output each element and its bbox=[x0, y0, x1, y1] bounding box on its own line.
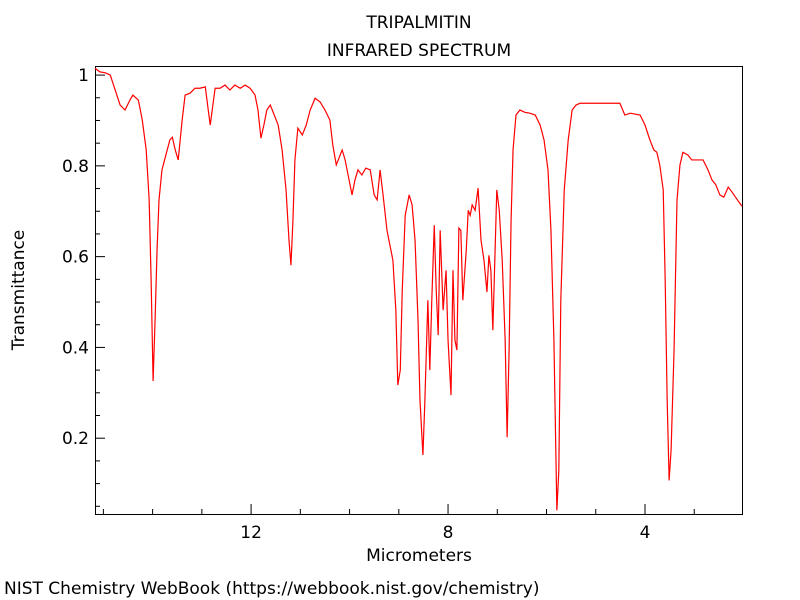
footer: NIST Chemistry WebBook (https://webbook.… bbox=[4, 579, 539, 599]
chart-title: TRIPALMITIN bbox=[365, 13, 471, 33]
y-tick-label: 0.8 bbox=[62, 157, 89, 177]
spectrum-line bbox=[94, 67, 743, 511]
x-tick-label: 4 bbox=[640, 523, 651, 543]
y-axis-label: Transmittance bbox=[9, 230, 29, 352]
y-tick-label: 0.4 bbox=[62, 338, 89, 358]
plot-frame bbox=[95, 66, 743, 515]
y-tick-label: 1 bbox=[78, 66, 89, 86]
x-axis-label: Micrometers bbox=[366, 546, 472, 566]
x-tick-label: 12 bbox=[240, 523, 262, 543]
y-tick-label: 0.6 bbox=[62, 248, 89, 268]
x-tick-label: 8 bbox=[443, 523, 454, 543]
chart-subtitle: INFRARED SPECTRUM bbox=[327, 41, 511, 61]
y-tick-label: 0.2 bbox=[62, 429, 89, 449]
